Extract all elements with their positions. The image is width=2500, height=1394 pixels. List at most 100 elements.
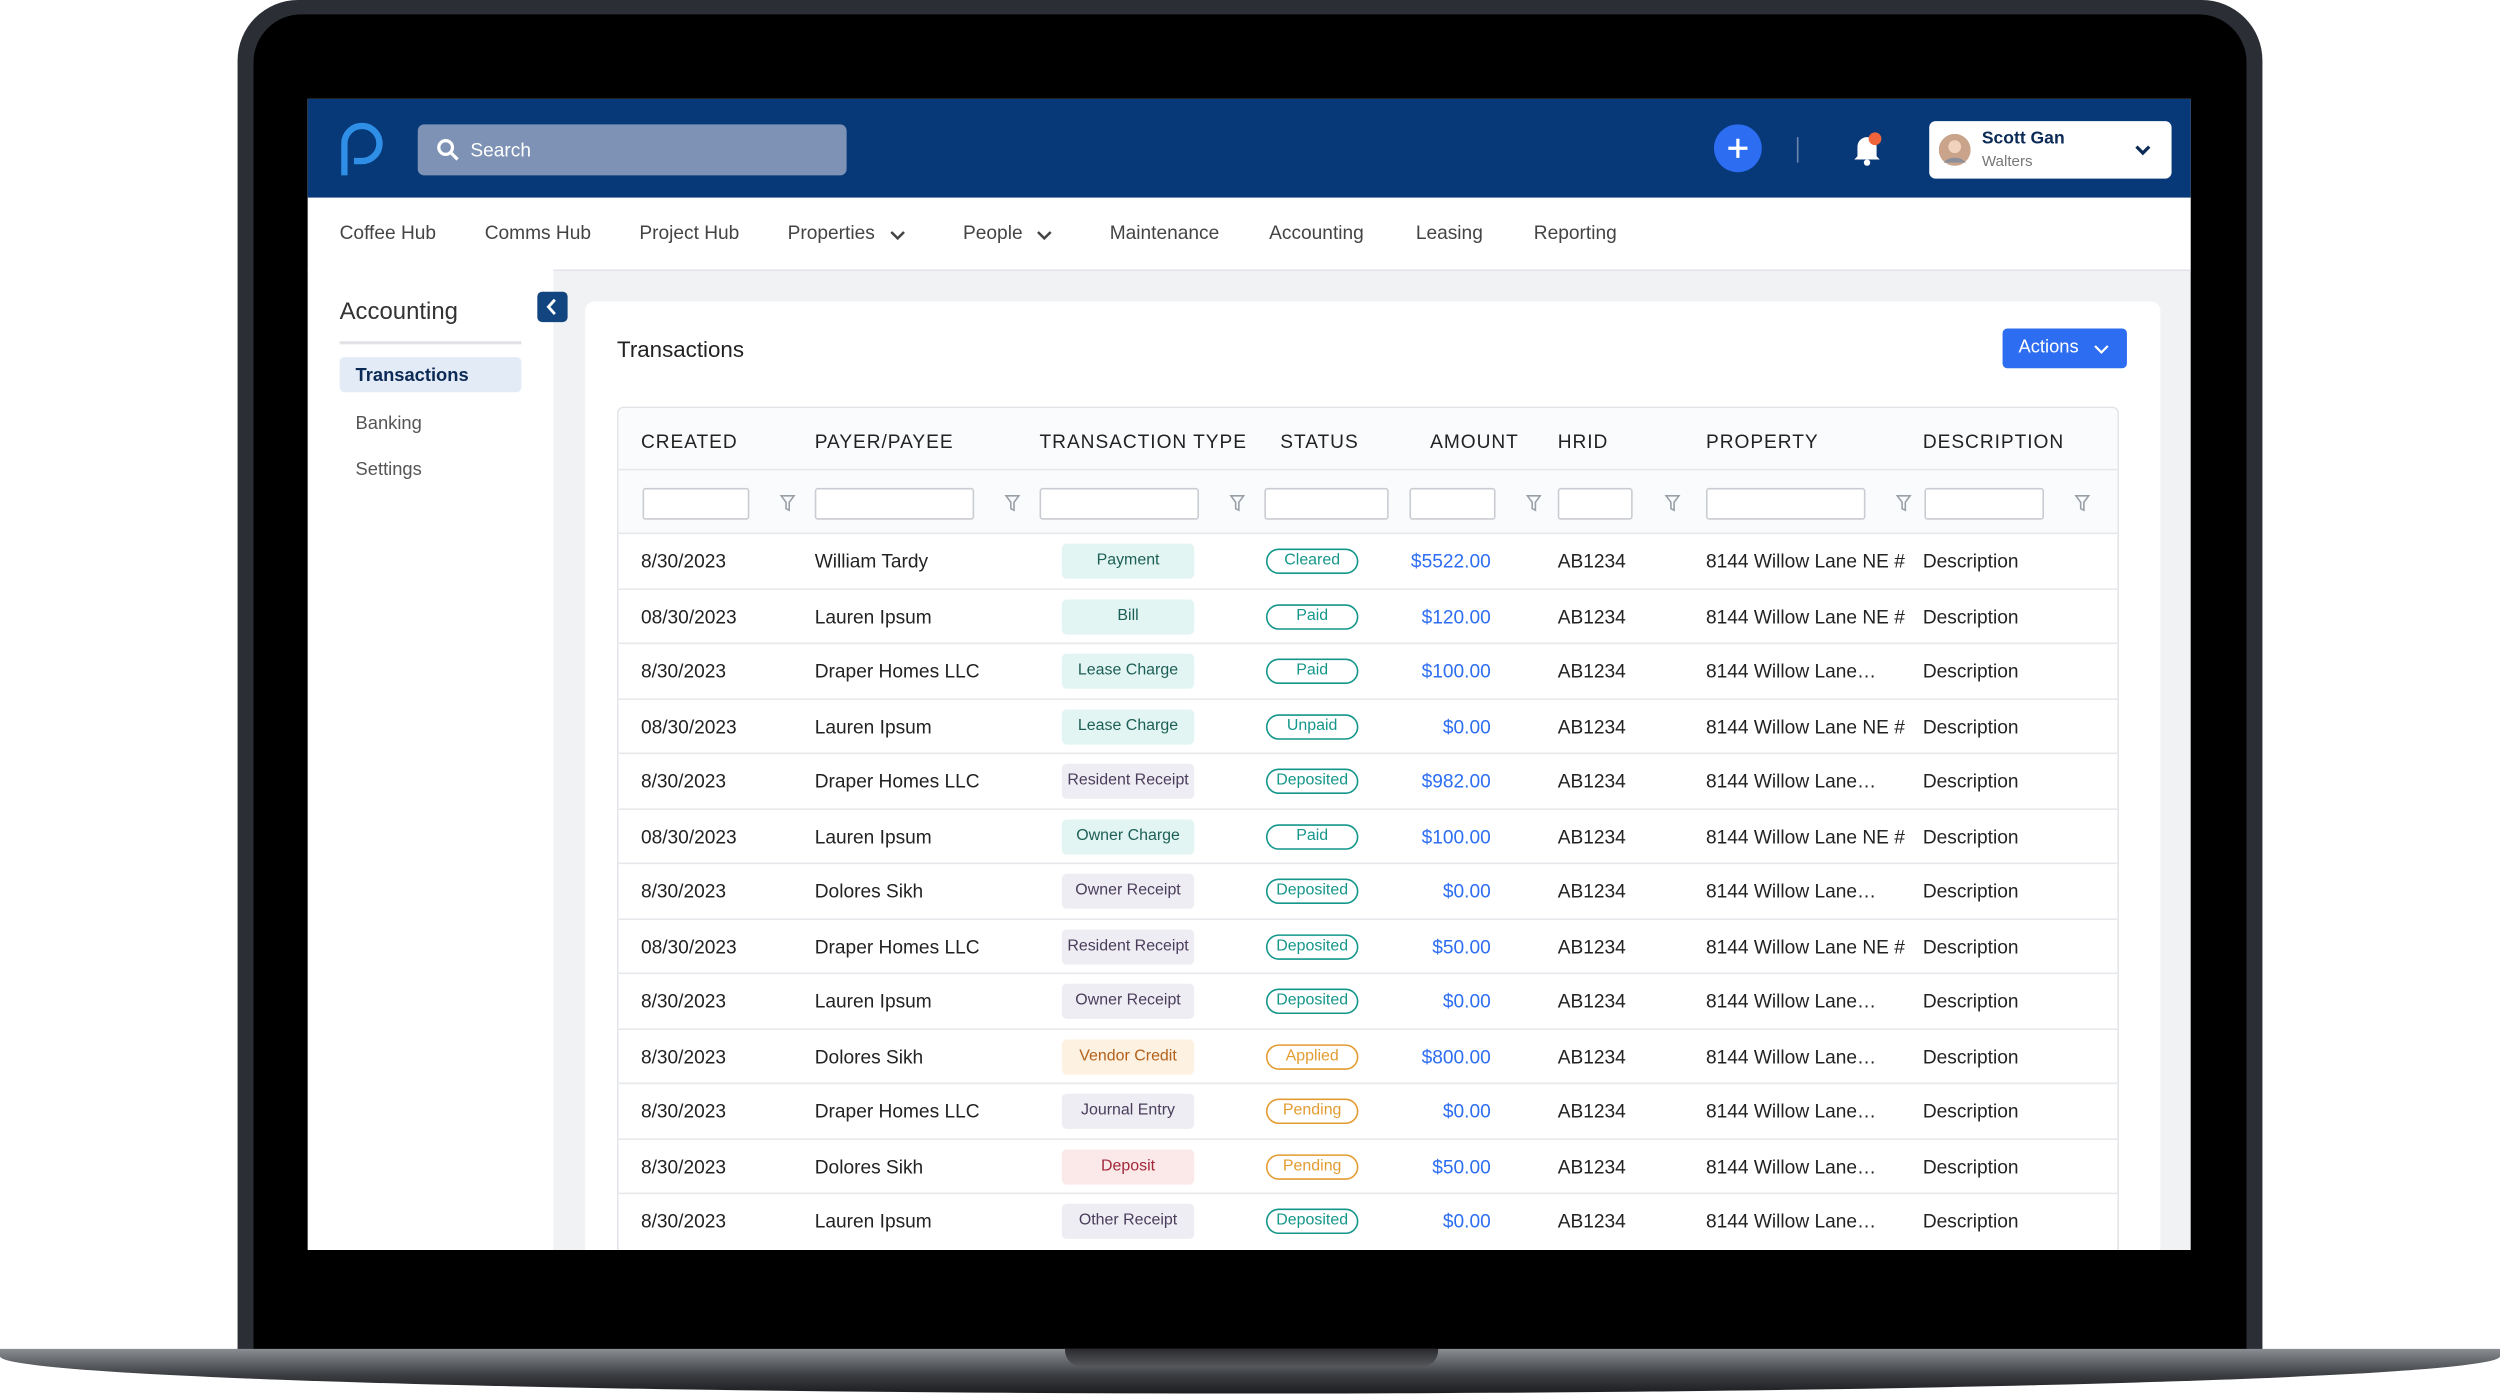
status-badge: Applied	[1265, 1043, 1359, 1070]
cell-hrid: AB1234	[1557, 660, 1626, 683]
cell-created: 8/30/2023	[640, 770, 727, 793]
nav-item[interactable]: People	[963, 221, 1023, 244]
filter-input[interactable]	[1924, 487, 2045, 520]
cell-hrid: AB1234	[1557, 550, 1626, 573]
cell-description: Description	[1922, 1210, 2019, 1233]
table-row[interactable]: 08/30/2023 Lauren Ipsum Lease Charge Unpaid…	[618, 697, 2118, 754]
cell-property: 8144 Willow Lane…	[1705, 770, 1877, 793]
cell-property: 8144 Willow Lane…	[1705, 660, 1877, 683]
table-row[interactable]: 08/30/2023 Lauren Ipsum Owner Charge Paid $1…	[618, 807, 2118, 864]
cell-property: 8144 Willow Lane…	[1705, 1210, 1877, 1233]
filter-icon[interactable]	[1004, 491, 1021, 520]
sidebar-item[interactable]: Banking	[355, 413, 422, 433]
cell-payee: Dolores Sikh	[814, 1045, 924, 1068]
filter-input[interactable]	[814, 487, 975, 520]
cell-description: Description	[1922, 770, 2019, 793]
filter-icon[interactable]	[1664, 491, 1681, 520]
filter-icon[interactable]	[1895, 491, 1912, 520]
status-badge: Pending	[1265, 1098, 1359, 1125]
column-header[interactable]: CREATED	[640, 430, 738, 453]
filter-icon[interactable]	[1525, 491, 1542, 520]
type-badge: Deposit	[1061, 1148, 1195, 1184]
column-header[interactable]: TRANSACTION TYPE	[1039, 430, 1247, 453]
cell-created: 8/30/2023	[640, 1045, 727, 1068]
table-row[interactable]: 8/30/2023 Dolores Sikh Vendor Credit Applie…	[618, 1027, 2118, 1084]
cell-property: 8144 Willow Lane NE #	[1705, 935, 1905, 958]
nav-item[interactable]: Maintenance	[1109, 221, 1220, 244]
column-header[interactable]: PAYER/PAYEE	[814, 430, 954, 453]
nav-item[interactable]: Project Hub	[639, 221, 740, 244]
table-row[interactable]: 8/30/2023 Dolores Sikh Deposit Pending $50.0…	[618, 1137, 2118, 1194]
cell-property: 8144 Willow Lane NE #	[1705, 825, 1905, 848]
filter-icon[interactable]	[779, 491, 796, 520]
table-header	[618, 408, 2118, 469]
status-badge: Paid	[1265, 658, 1359, 684]
filter-icon[interactable]	[1229, 491, 1246, 520]
table-row[interactable]: 8/30/2023 Draper Homes LLC Journal Entry Pe…	[618, 1082, 2118, 1139]
search-box[interactable]: Search	[417, 124, 847, 176]
cell-hrid: AB1234	[1557, 935, 1626, 958]
filter-input[interactable]	[642, 487, 750, 520]
filter-input[interactable]	[1039, 487, 1199, 520]
cell-payee: Lauren Ipsum	[814, 715, 932, 738]
user-menu[interactable]: Scott Gan Walters	[1929, 121, 2172, 179]
column-header[interactable]: HRID	[1557, 430, 1609, 453]
cell-payee: Draper Homes LLC	[814, 770, 980, 793]
column-header[interactable]: AMOUNT	[1430, 430, 1519, 453]
nav-item[interactable]: Leasing	[1415, 221, 1483, 244]
filter-input[interactable]	[1705, 487, 1866, 520]
table-row[interactable]: 08/30/2023 Lauren Ipsum Bill Paid $120.00 AB1…	[618, 587, 2118, 644]
cell-created: 08/30/2023	[640, 715, 737, 738]
status-badge: Deposited	[1265, 988, 1359, 1015]
filter-input[interactable]	[1557, 487, 1633, 520]
logo	[341, 122, 383, 176]
actions-button[interactable]: Actions	[2002, 328, 2127, 369]
nav-item[interactable]: Accounting	[1269, 221, 1364, 244]
cell-created: 08/30/2023	[640, 825, 737, 848]
nav-item[interactable]: Coffee Hub	[339, 221, 437, 244]
cell-created: 8/30/2023	[640, 1100, 727, 1123]
cell-payee: Lauren Ipsum	[814, 605, 932, 628]
column-header[interactable]: STATUS	[1280, 430, 1359, 453]
table-row[interactable]: 08/30/2023 Draper Homes LLC Resident Recei…	[618, 917, 2118, 974]
column-header[interactable]: PROPERTY	[1705, 430, 1819, 453]
cell-hrid: AB1234	[1557, 1045, 1626, 1068]
cell-description: Description	[1922, 1155, 2019, 1178]
table-row[interactable]: 8/30/2023 William Tardy Payment Cleared $552…	[618, 532, 2118, 589]
sidebar-item[interactable]: Transactions	[355, 366, 469, 386]
cell-hrid: AB1234	[1557, 880, 1626, 903]
type-badge: Owner Charge	[1061, 818, 1195, 854]
cell-amount: $982.00	[1421, 770, 1491, 793]
sidebar-item[interactable]: Settings	[355, 460, 422, 480]
filter-input[interactable]	[1264, 487, 1389, 520]
table-row[interactable]: 8/30/2023 Draper Homes LLC Resident Receip…	[618, 752, 2118, 809]
table-row[interactable]: 8/30/2023 Draper Homes LLC Lease Charge Pai…	[618, 642, 2118, 699]
type-badge: Owner Receipt	[1061, 983, 1195, 1019]
add-button[interactable]	[1713, 124, 1762, 173]
type-badge: Lease Charge	[1061, 708, 1195, 744]
collapse-button[interactable]	[537, 291, 568, 323]
cell-created: 08/30/2023	[640, 605, 737, 628]
sidebar: Accounting Transactions Banking Settings	[307, 269, 554, 1251]
nav-item[interactable]: Comms Hub	[484, 221, 592, 244]
column-header[interactable]: DESCRIPTION	[1922, 430, 2065, 453]
table-row[interactable]: 8/30/2023 Lauren Ipsum Owner Receipt Deposi…	[618, 972, 2118, 1029]
cell-payee: Dolores Sikh	[814, 880, 924, 903]
chevron	[2135, 145, 2151, 156]
cell-description: Description	[1922, 605, 2019, 628]
filter-icon[interactable]	[2074, 491, 2091, 520]
nav-item[interactable]: Properties	[787, 221, 875, 244]
funnel	[1004, 495, 1021, 512]
nav-item[interactable]: Reporting	[1533, 221, 1617, 244]
cell-created: 8/30/2023	[640, 880, 727, 903]
filter-input[interactable]	[1409, 487, 1496, 520]
bell-icon[interactable]	[1851, 131, 1883, 166]
cell-description: Description	[1922, 990, 2019, 1013]
type-badge: Lease Charge	[1061, 653, 1195, 689]
cell-hrid: AB1234	[1557, 605, 1626, 628]
status-badge: Unpaid	[1265, 713, 1359, 739]
table-row[interactable]: 8/30/2023 Lauren Ipsum Other Receipt Deposi…	[618, 1192, 2118, 1249]
cell-property: 8144 Willow Lane…	[1705, 990, 1877, 1013]
table-row[interactable]: 8/30/2023 Dolores Sikh Owner Receipt Deposi…	[618, 862, 2118, 919]
